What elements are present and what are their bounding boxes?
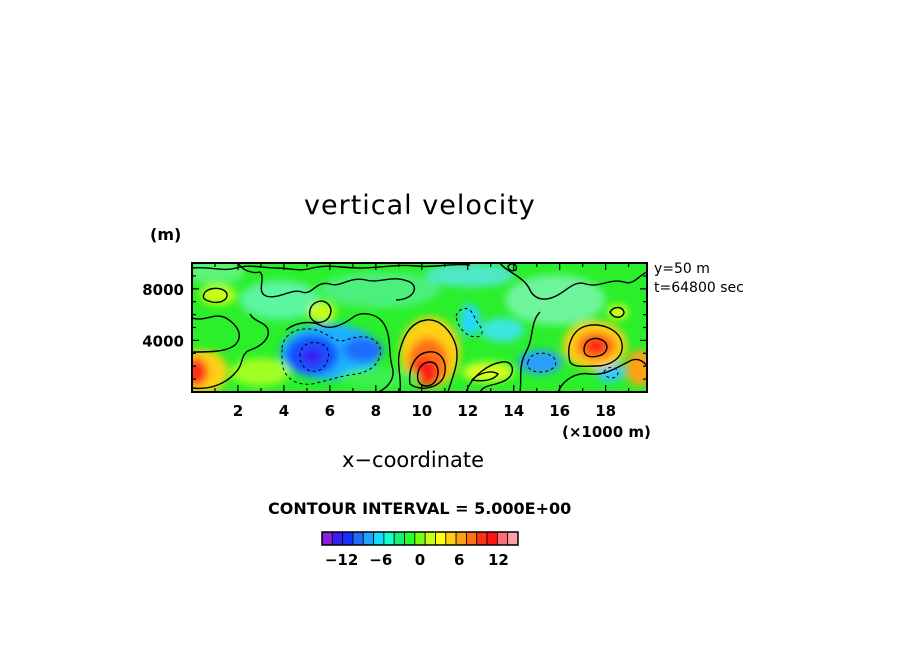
contour-line <box>299 342 329 372</box>
field-patch <box>302 348 322 364</box>
contour-line <box>499 263 647 300</box>
colorbar-swatch <box>507 531 519 546</box>
field-patch <box>480 318 524 342</box>
contour-line <box>202 287 228 304</box>
contour-line <box>408 351 446 389</box>
contour-line <box>192 313 269 390</box>
x-tick-label: 12 <box>457 402 478 420</box>
field-patch <box>425 263 515 287</box>
field-patch <box>343 338 383 362</box>
field-patch <box>460 304 480 336</box>
colorbar-swatch <box>435 531 447 546</box>
colorbar-tick-label: 0 <box>415 551 425 569</box>
colorbar-tick-label: 6 <box>454 551 464 569</box>
colorbar-swatch <box>476 531 488 546</box>
contour-line <box>465 361 513 392</box>
colorbar-swatch <box>373 531 385 546</box>
contour-line <box>192 263 471 271</box>
colorbar-swatch <box>445 531 457 546</box>
x-tick-label: 4 <box>279 402 289 420</box>
colorbar-swatch <box>352 531 364 546</box>
axis-tick-labels: 2 4 6 8 10 12 14 16 18 4000 8000 <box>142 281 616 420</box>
contour-line <box>285 313 394 392</box>
contour-line <box>527 352 557 373</box>
contour-line <box>281 328 381 385</box>
field-patch <box>230 358 290 386</box>
contour-line <box>609 306 625 318</box>
contour-line <box>416 361 439 387</box>
contour-line <box>568 324 623 368</box>
contour-line <box>603 367 619 379</box>
contour-line <box>308 300 332 324</box>
annotation-y-position: y=50 m <box>654 261 710 277</box>
colorbar-swatch <box>455 531 467 546</box>
axis-ticks <box>192 263 647 392</box>
x-tick-label: 16 <box>549 402 570 420</box>
x-tick-label: 18 <box>595 402 616 420</box>
x-tick-label: 8 <box>371 402 381 420</box>
colorbar-swatch <box>383 531 395 546</box>
colorbar-tick-label: −12 <box>325 551 358 569</box>
x-axis-label: x−coordinate <box>342 448 485 472</box>
field-patch <box>192 358 208 386</box>
colorbar-swatch <box>342 531 354 546</box>
plot-area <box>192 263 647 392</box>
colorbar-swatch <box>496 531 509 546</box>
contour-line <box>192 315 240 353</box>
x-axis-unit: (×1000 m) <box>562 423 651 441</box>
colorbar-frame <box>321 531 519 546</box>
field-patch <box>240 280 320 320</box>
field-patch <box>340 368 420 388</box>
colorbar-swatch <box>404 531 416 546</box>
colorbar-swatch <box>331 531 344 546</box>
annotation-time: t=64800 sec <box>654 280 744 296</box>
field-patch <box>320 272 440 308</box>
x-tick-label: 14 <box>503 402 524 420</box>
field-patch <box>626 350 647 386</box>
field-patch <box>586 339 606 353</box>
colorbar-swatch <box>424 531 436 546</box>
chart-title: vertical velocity <box>304 190 536 221</box>
contour-line <box>557 358 647 392</box>
colorbar-swatch <box>393 531 405 546</box>
negative-contours <box>281 308 619 385</box>
colorbar-tick-label: −6 <box>369 551 392 569</box>
contour-line <box>519 311 541 392</box>
contour-lines <box>192 263 647 392</box>
contour-line <box>470 371 499 382</box>
y-tick-label: 4000 <box>142 332 184 350</box>
colorbar-tick-label: 12 <box>488 551 509 569</box>
colorbar-swatch <box>486 531 498 546</box>
colorbar: −12 −6 0 6 12 <box>321 531 519 569</box>
colorbar-swatch <box>362 531 374 546</box>
contour-line <box>583 337 608 358</box>
colorbar-swatch <box>466 531 478 546</box>
field-patch <box>505 275 605 325</box>
colorbar-swatch <box>321 531 333 546</box>
contour-line <box>397 319 458 392</box>
contour-line <box>237 263 415 301</box>
x-tick-label: 10 <box>411 402 432 420</box>
colorbar-swatch <box>414 531 426 546</box>
y-tick-label: 8000 <box>142 281 184 299</box>
x-tick-label: 2 <box>233 402 243 420</box>
y-axis-unit: (m) <box>150 225 182 244</box>
contour-interval-label: CONTOUR INTERVAL = 5.000E+00 <box>268 499 572 518</box>
contour-line <box>455 308 483 338</box>
contour-line <box>507 263 518 272</box>
x-tick-label: 6 <box>325 402 335 420</box>
